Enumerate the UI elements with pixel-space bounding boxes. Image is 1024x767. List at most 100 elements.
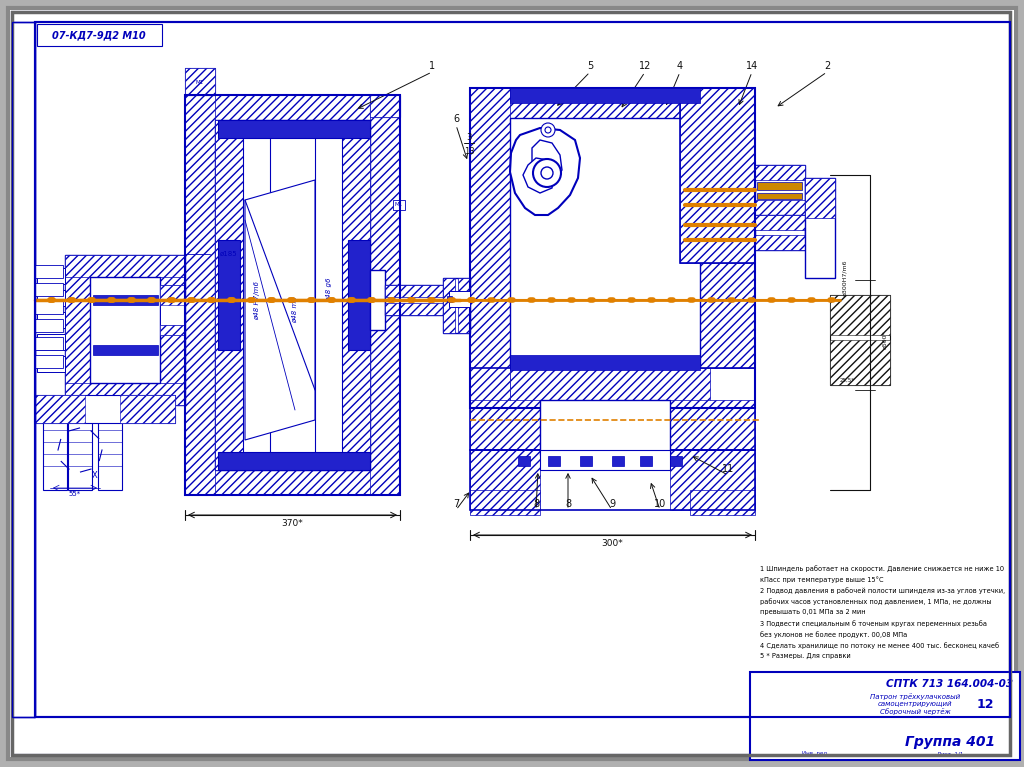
Text: Группа 401: Группа 401 (905, 735, 995, 749)
Bar (93, 345, 158, 355)
Text: 5: 5 (587, 61, 593, 71)
Bar (385, 303, 460, 315)
Text: 9: 9 (609, 499, 615, 509)
Bar (35, 319, 63, 332)
Bar (185, 68, 215, 95)
Bar (755, 215, 805, 250)
Text: 8: 8 (565, 499, 571, 509)
Polygon shape (523, 158, 554, 193)
Bar (218, 240, 240, 350)
Text: 4: 4 (677, 61, 683, 71)
Bar (35, 283, 63, 296)
Bar (37, 312, 45, 328)
Text: 5 * Размеры. Для справки: 5 * Размеры. Для справки (760, 653, 851, 659)
Bar (35, 395, 85, 423)
Bar (218, 452, 370, 470)
Text: 2: 2 (824, 61, 830, 71)
Bar (370, 95, 400, 117)
Text: М1: М1 (196, 80, 204, 84)
Text: 4 Сделать хранилище по потоку не менее 400 тыс. бесконец качеб: 4 Сделать хранилище по потоку не менее 4… (760, 642, 999, 649)
Bar (218, 120, 370, 138)
Text: Патрон трёхкулачковый
самоцентрирующий
Сборочный чертёж: Патрон трёхкулачковый самоцентрирующий С… (870, 693, 961, 715)
Bar (540, 400, 670, 455)
Bar (385, 285, 460, 297)
Bar (68, 410, 92, 490)
Bar (65, 383, 185, 405)
Bar (640, 456, 652, 466)
Bar (370, 270, 385, 330)
Bar (160, 325, 185, 335)
Text: рабочих часов установленных под давлением, 1 МПа, не должны: рабочих часов установленных под давление… (760, 598, 991, 605)
Text: 1: 1 (429, 61, 435, 71)
Text: 6: 6 (453, 114, 459, 124)
Text: 3: 3 (466, 133, 472, 143)
Polygon shape (510, 128, 580, 215)
Bar (757, 182, 802, 190)
Text: 7: 7 (453, 499, 459, 509)
Bar (185, 470, 400, 495)
Text: ø48 m6: ø48 m6 (292, 297, 298, 324)
Bar (393, 200, 406, 210)
Bar (670, 456, 682, 466)
Bar (612, 456, 624, 466)
Bar (755, 215, 805, 230)
Bar (458, 278, 470, 333)
Bar (35, 337, 63, 350)
Bar (470, 88, 740, 118)
Bar (37, 334, 45, 350)
Polygon shape (245, 180, 315, 440)
Bar (510, 88, 700, 103)
Bar (755, 235, 805, 250)
Text: 11: 11 (722, 464, 734, 474)
Bar (548, 456, 560, 466)
Text: 10: 10 (654, 499, 667, 509)
Bar (90, 277, 160, 383)
Bar (185, 95, 400, 495)
Bar (160, 255, 185, 405)
Bar (470, 450, 755, 510)
Text: 1 Шпиндель работает на скорости. Давление снижается не ниже 10: 1 Шпиндель работает на скорости. Давлени… (760, 565, 1005, 572)
Text: кПасс при температуре выше 15°C: кПасс при температуре выше 15°C (760, 576, 884, 583)
Text: ø500*: ø500* (883, 331, 888, 349)
Bar (580, 456, 592, 466)
Circle shape (534, 159, 561, 187)
Bar (805, 178, 835, 278)
Bar (680, 88, 755, 263)
Text: ø48 H7/m6: ø48 H7/m6 (254, 281, 260, 320)
Bar (449, 291, 470, 307)
Bar (755, 165, 805, 215)
Bar (35, 355, 63, 368)
Bar (443, 278, 470, 333)
Circle shape (541, 167, 553, 179)
Bar (518, 456, 530, 466)
Bar (342, 120, 370, 470)
Bar (65, 255, 185, 277)
Bar (98, 410, 122, 490)
Text: 8: 8 (532, 499, 539, 509)
Text: 370*: 370* (282, 519, 303, 528)
Bar (185, 95, 215, 495)
Bar (37, 356, 45, 372)
Text: 300*: 300* (601, 539, 623, 548)
Bar (470, 88, 755, 408)
Text: СПТК 713 164.004-03: СПТК 713 164.004-03 (887, 679, 1014, 689)
Bar (37, 24, 162, 46)
Bar (830, 340, 890, 385)
Text: 3 Подвести специальным б точеным кругах переменных резьба: 3 Подвести специальным б точеным кругах … (760, 620, 987, 627)
Bar (755, 165, 805, 180)
Bar (510, 355, 700, 370)
Bar (37, 268, 65, 284)
Bar (470, 88, 510, 418)
Text: 07-КД7-9Д2 М10: 07-КД7-9Д2 М10 (52, 30, 145, 40)
Text: ø300H7/m6: ø300H7/m6 (843, 260, 848, 296)
Text: превышать 0,01 МПа за 2 мин: превышать 0,01 МПа за 2 мин (760, 609, 865, 615)
Bar (470, 368, 755, 450)
Bar (348, 240, 370, 350)
Bar (65, 255, 90, 405)
Bar (830, 295, 890, 385)
Text: 13: 13 (464, 146, 474, 156)
Bar (37, 356, 65, 372)
Bar (370, 95, 400, 495)
Text: 12: 12 (639, 61, 651, 71)
Bar (470, 400, 755, 450)
